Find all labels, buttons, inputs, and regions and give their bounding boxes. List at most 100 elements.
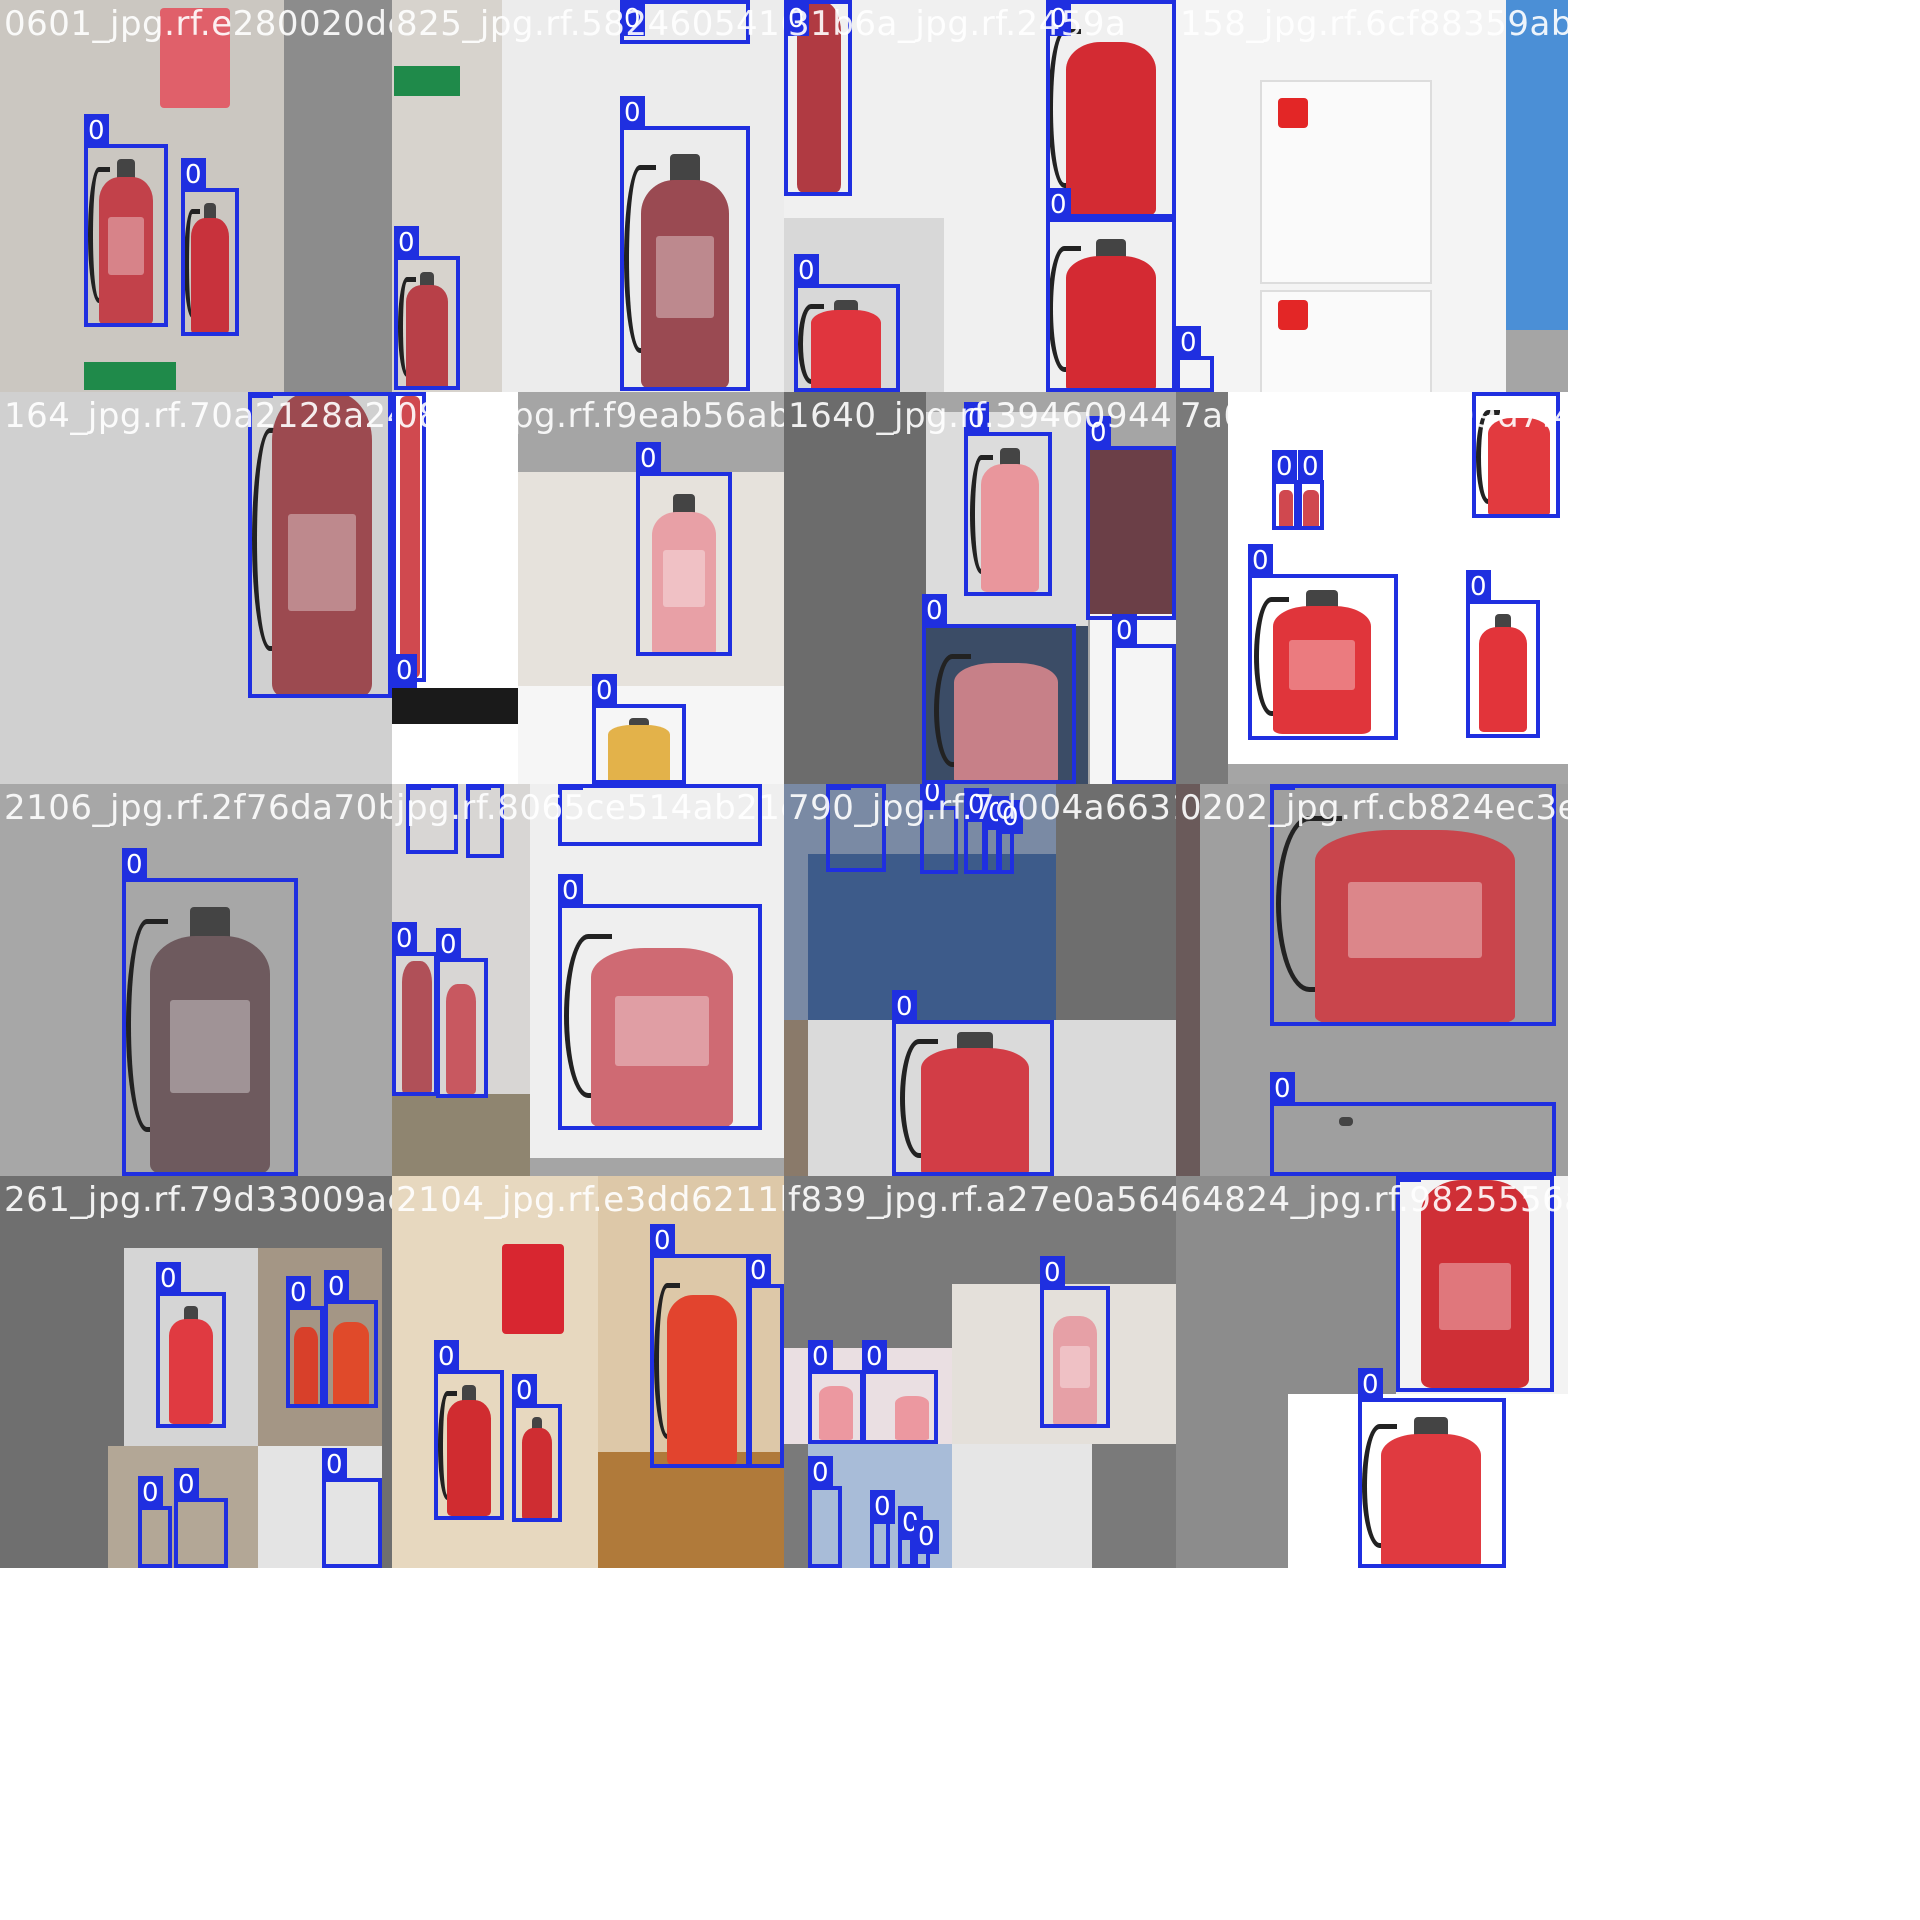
mosaic-margin-bottom	[0, 1568, 1920, 1920]
class-label: 0	[394, 226, 419, 260]
fire-extinguisher-image	[184, 192, 236, 334]
detection-box	[1086, 446, 1176, 620]
photo-wall	[952, 1444, 1092, 1568]
detection-box	[1270, 784, 1556, 1026]
detection-box	[1298, 480, 1324, 530]
class-label: 0	[1272, 450, 1297, 484]
fire-extinguisher-image	[798, 292, 894, 392]
fire-extinguisher-image	[160, 1296, 222, 1424]
mosaic-tile-1: 0 0 0601_jpg.rf.e280020de4ee1	[0, 0, 392, 392]
class-label: 0	[1046, 188, 1071, 222]
class-label: 0	[808, 1456, 833, 1490]
photo-dark	[784, 392, 926, 784]
class-label: 0	[1270, 1072, 1295, 1106]
class-label: 0	[826, 784, 851, 790]
class-label: 0	[794, 254, 819, 288]
class-label: 0	[862, 1340, 887, 1374]
fire-extinguisher-image	[396, 396, 424, 678]
class-label: 0	[998, 800, 1023, 834]
photo-gravel	[392, 1094, 530, 1176]
class-label: 0	[650, 1224, 675, 1258]
class-label: 0	[122, 848, 147, 882]
detection-box	[156, 1292, 226, 1428]
class-label: 0	[636, 442, 661, 476]
fire-extinguisher-image	[1254, 578, 1390, 734]
class-label: 0	[892, 990, 917, 1024]
class-label: 0	[920, 784, 945, 810]
detection-box	[1466, 600, 1540, 738]
fire-extinguisher-image	[1470, 604, 1536, 732]
detection-box	[286, 1306, 324, 1408]
alarm-button	[1278, 98, 1308, 128]
alarm-button	[1278, 300, 1308, 330]
photo-container	[808, 854, 1056, 1020]
detection-box	[1272, 480, 1298, 530]
photo-dark	[784, 1020, 808, 1176]
fire-extinguisher-image	[654, 1258, 750, 1466]
exit-sign	[84, 362, 176, 390]
fire-extinguisher-image	[1044, 1292, 1106, 1426]
detection-box	[1040, 1286, 1110, 1428]
detection-box	[592, 704, 686, 784]
fire-extinguisher-image	[900, 1020, 1050, 1176]
detection-box	[1248, 574, 1398, 740]
mosaic-tile-10: 0 0 0 0 0 0 jpg.rf.8065ce514ab21e	[392, 784, 784, 1176]
class-label: 0	[324, 1270, 349, 1304]
mosaic-tile-15: 0 0 0 0 0 0 0 f839_jpg.rf.a27e0a56491541	[784, 1176, 1176, 1568]
fire-extinguisher-image	[438, 1374, 500, 1516]
fire-extinguisher-image	[564, 908, 760, 1128]
detection-box	[558, 784, 762, 846]
mosaic-tile-2: 0 0 0 825_jpg.rf.58246054162c0270e6a825f…	[392, 0, 784, 392]
class-label: 0	[434, 1340, 459, 1374]
detection-box	[558, 904, 762, 1130]
detection-box	[862, 1370, 938, 1444]
fire-extinguisher-image	[1400, 1180, 1550, 1388]
detection-box	[392, 952, 438, 1096]
mosaic-tile-16: 0 0 64824_jpg.rf.9825556a5bd4f	[1176, 1176, 1568, 1568]
exit-sign	[394, 66, 460, 96]
fire-extinguisher-image	[596, 712, 682, 784]
fire-extinguisher-image	[1362, 1404, 1500, 1568]
class-label: 0	[322, 1448, 347, 1482]
class-label: 0	[1270, 784, 1295, 790]
detection-box	[892, 1020, 1054, 1176]
fire-extinguisher-image	[640, 480, 728, 656]
photo-desk	[518, 472, 784, 686]
photo-white	[258, 1446, 382, 1568]
detection-box	[122, 878, 298, 1176]
fire-extinguisher-image	[812, 1374, 860, 1440]
class-label: 0	[466, 784, 491, 790]
class-label: 0	[1040, 1256, 1065, 1290]
fire-extinguisher-image	[1276, 788, 1554, 1024]
detection-box	[964, 432, 1052, 596]
detection-box	[1176, 356, 1214, 392]
detection-box	[920, 806, 958, 874]
fire-extinguisher-image	[624, 134, 746, 389]
class-label: 0	[620, 96, 645, 130]
fire-extinguisher-image	[970, 436, 1050, 592]
class-label: 0	[1112, 614, 1137, 648]
detection-box	[138, 1506, 172, 1568]
class-label: 0	[406, 784, 431, 790]
detection-box	[322, 1478, 382, 1568]
class-label: 0	[914, 1520, 939, 1554]
detection-box	[434, 1370, 504, 1520]
photo-monitor	[392, 688, 518, 724]
detection-box	[1396, 1176, 1554, 1392]
class-label: 0	[1466, 570, 1491, 604]
mosaic-tile-12: 0 0 0202_jpg.rf.cb824ec3e6aa5	[1176, 784, 1568, 1176]
class-label: 0	[922, 594, 947, 628]
detection-box	[174, 1498, 228, 1568]
photo-dark	[1176, 392, 1228, 784]
fire-extinguisher-image	[1300, 482, 1322, 528]
detection-box	[826, 784, 886, 872]
class-label: 0	[784, 2, 809, 36]
detection-box	[620, 126, 750, 391]
detection-box	[84, 144, 168, 327]
class-label: 0	[286, 1276, 311, 1310]
class-label: 0	[808, 1340, 833, 1374]
mosaic-tile-5: 0 164_jpg.rf.70a2128a24118a	[0, 392, 392, 784]
class-label: 0	[512, 1374, 537, 1408]
mosaic-tile-13: 0 0 0 0 0 0 261_jpg.rf.79d33009ac5134	[0, 1176, 392, 1568]
class-label: 0	[1248, 544, 1273, 578]
